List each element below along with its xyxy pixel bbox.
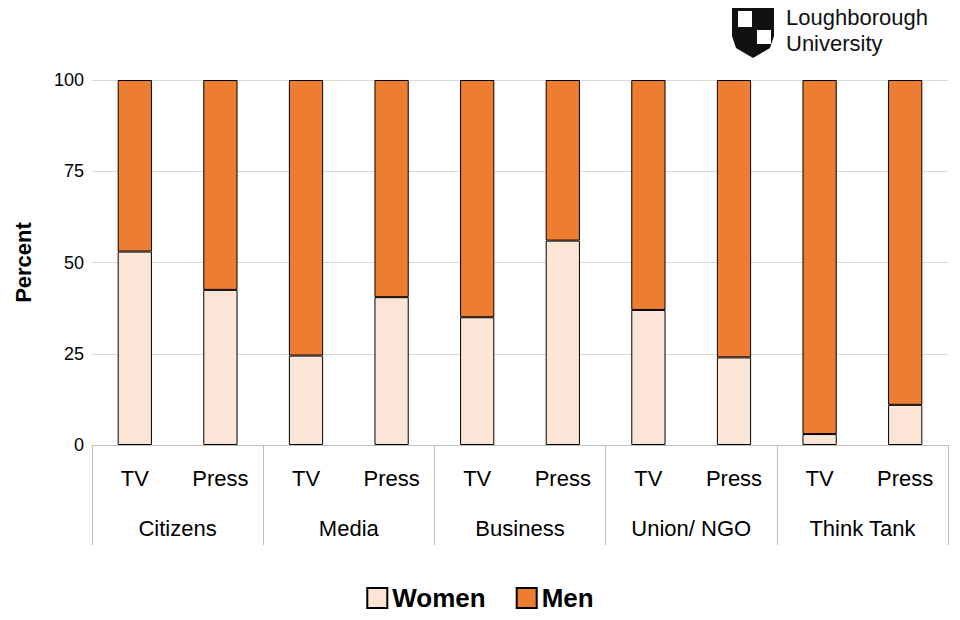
svg-text:Men: Men [542,583,594,613]
svg-text:Women: Women [392,583,485,613]
svg-text:100: 100 [54,70,84,90]
svg-text:TV: TV [463,466,491,491]
svg-text:Media: Media [319,516,380,541]
svg-text:TV: TV [121,466,149,491]
svg-text:Think Tank: Think Tank [809,516,916,541]
svg-text:50: 50 [64,253,84,273]
svg-text:75: 75 [64,161,84,181]
svg-text:TV: TV [806,466,834,491]
svg-text:25: 25 [64,344,84,364]
svg-text:Percent: Percent [11,221,36,302]
svg-text:Loughborough: Loughborough [786,5,928,30]
svg-text:TV: TV [292,466,320,491]
svg-text:Press: Press [706,466,762,491]
svg-text:Business: Business [475,516,564,541]
svg-text:University: University [786,31,883,56]
svg-text:0: 0 [74,435,84,455]
svg-text:Citizens: Citizens [138,516,216,541]
svg-text:Press: Press [192,466,248,491]
svg-text:TV: TV [634,466,662,491]
svg-text:Union/ NGO: Union/ NGO [631,516,751,541]
svg-text:Press: Press [535,466,591,491]
svg-text:Press: Press [363,466,419,491]
svg-text:Press: Press [877,466,933,491]
